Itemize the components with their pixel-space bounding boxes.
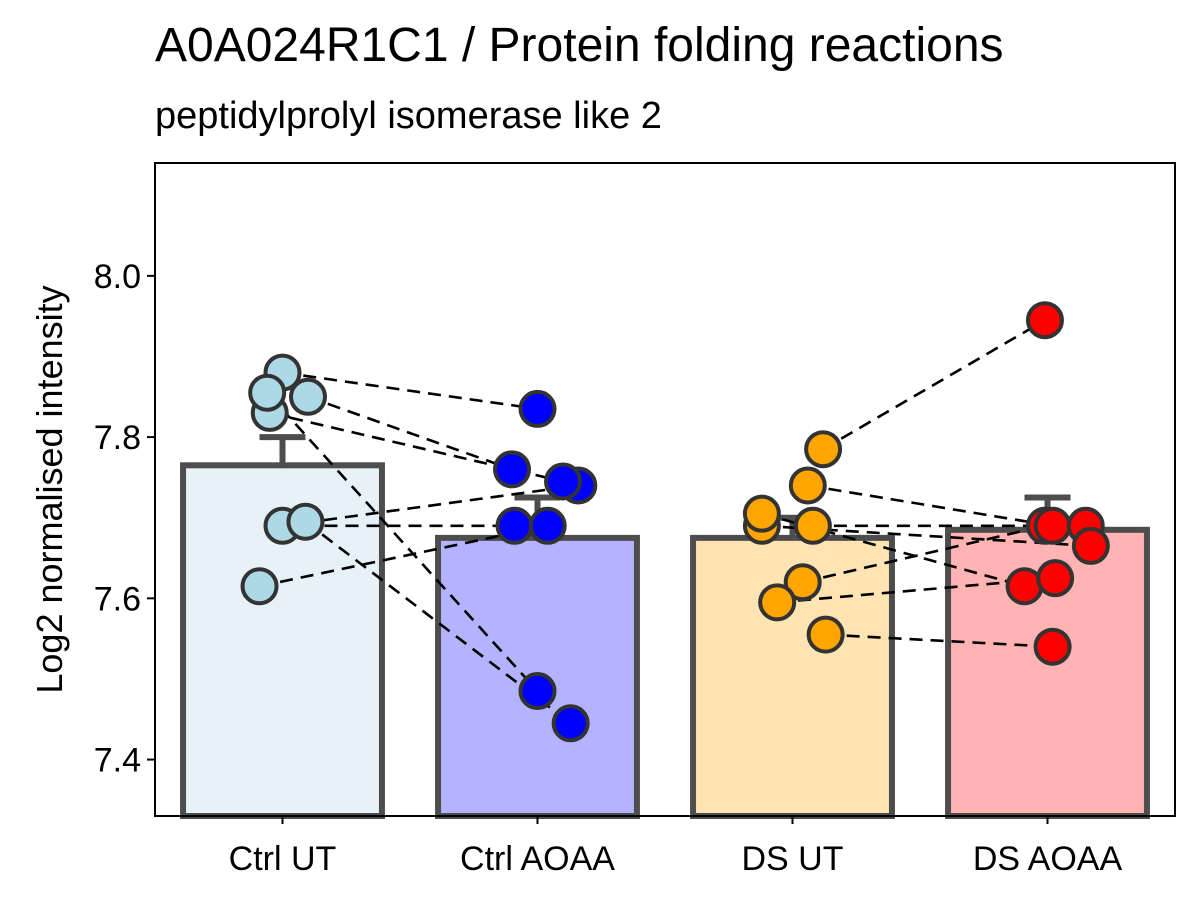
pair-line	[307, 395, 513, 471]
data-point	[1005, 567, 1044, 606]
data-point	[742, 494, 781, 533]
pair-line	[266, 391, 539, 692]
x-tick-label: Ctrl AOAA	[460, 840, 615, 878]
x-tick-label: DS UT	[742, 840, 844, 878]
data-point	[495, 506, 534, 545]
data-point	[758, 583, 797, 622]
data-point	[248, 373, 287, 412]
data-point	[286, 502, 325, 541]
pair-line	[282, 371, 538, 411]
data-point	[518, 672, 557, 711]
data-point	[1071, 526, 1110, 565]
pair-line	[822, 319, 1046, 451]
chart-subtitle: peptidylprolyl isomerase like 2	[155, 95, 662, 137]
data-point	[1033, 627, 1072, 666]
chart-title: A0A024R1C1 / Protein folding reactions	[155, 19, 1004, 72]
pair-line	[825, 633, 1053, 649]
pair-line	[282, 484, 579, 528]
data-point	[528, 506, 567, 545]
x-tick-label: DS AOAA	[973, 840, 1123, 878]
data-point	[804, 430, 843, 469]
data-point	[1036, 559, 1075, 598]
data-point	[1033, 506, 1072, 545]
data-point	[783, 563, 822, 602]
data-point	[551, 704, 590, 743]
pair-line	[807, 484, 1053, 528]
x-tick-label: Ctrl UT	[229, 840, 337, 878]
data-point	[544, 462, 582, 501]
points-layer	[240, 301, 1110, 743]
data-point	[1025, 301, 1064, 340]
data-point	[793, 506, 832, 545]
pair-line	[259, 524, 548, 588]
data-point	[289, 377, 327, 416]
x-axis: Ctrl UT Ctrl AOAA DS UT DS AOAA	[229, 816, 1123, 878]
y-tick-label: 7.8	[94, 419, 141, 457]
y-tick-label: 7.6	[94, 580, 141, 618]
data-point	[806, 615, 845, 654]
y-tick-label: 8.0	[94, 258, 141, 296]
y-axis-label: Log2 normalised intensity	[29, 285, 70, 693]
plot-panel-border	[154, 162, 1176, 817]
y-tick-label: 7.4	[94, 742, 141, 780]
data-point	[518, 389, 557, 428]
data-point	[240, 567, 279, 606]
pair-line	[269, 411, 564, 483]
y-axis: 7.4 7.6 7.8 8.0	[94, 258, 155, 780]
data-point	[788, 466, 827, 505]
data-point	[493, 450, 531, 489]
